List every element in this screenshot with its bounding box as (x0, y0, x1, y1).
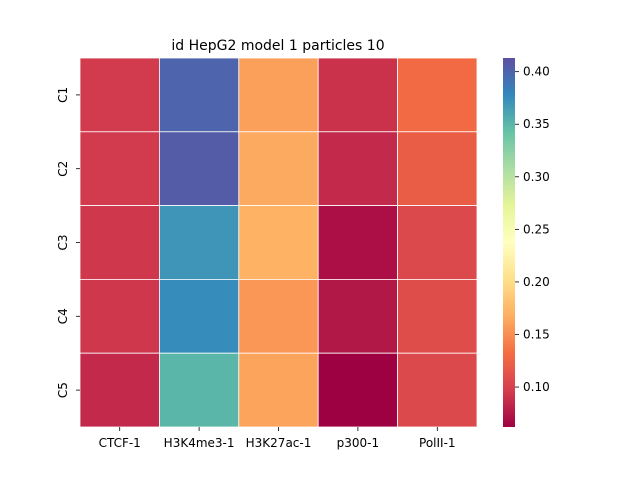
heatmap-cell (397, 352, 478, 428)
x-tick-label: PolII-1 (419, 436, 456, 450)
colorbar-tick-label: 0.35 (523, 117, 550, 131)
heatmap-cells (79, 57, 478, 428)
heatmap-cell (158, 57, 240, 133)
colorbar: 0.10 0.15 0.20 0.25 0.30 0.35 0.40 (503, 58, 550, 427)
colorbar-tick-label: 0.20 (523, 275, 550, 289)
heatmap-cell (317, 352, 399, 428)
x-axis-ticks: CTCF-1 H3K4me3-1 H3K27ac-1 p300-1 PolII-1 (99, 427, 456, 450)
heatmap-cell (158, 352, 240, 428)
y-tick-label: C4 (56, 308, 70, 324)
colorbar-tick-label: 0.40 (523, 65, 550, 79)
heatmap-cell (158, 205, 240, 280)
heatmap-cell (397, 205, 478, 280)
x-tick-label: H3K27ac-1 (246, 436, 312, 450)
y-axis-ticks: C1 C2 C3 C4 C5 (56, 87, 80, 398)
colorbar-tick-label: 0.10 (523, 380, 550, 394)
x-tick-label: p300-1 (337, 436, 380, 450)
colorbar-tick-label: 0.15 (523, 327, 550, 341)
heatmap-cell (79, 131, 160, 207)
chart-title: id HepG2 model 1 particles 10 (171, 38, 384, 54)
heatmap-cell (238, 278, 319, 354)
heatmap-cell (317, 57, 399, 133)
heatmap-cell (158, 131, 240, 207)
x-tick-label: CTCF-1 (99, 436, 141, 450)
heatmap-cell (158, 278, 240, 354)
heatmap-cell (317, 205, 399, 280)
y-tick-label: C5 (56, 382, 70, 398)
heatmap-cell (79, 57, 160, 133)
heatmap-cell (79, 278, 160, 354)
heatmap-cell (238, 57, 319, 133)
heatmap-cell (397, 278, 478, 354)
colorbar-gradient (503, 58, 515, 427)
heatmap-cell (317, 278, 399, 354)
colorbar-tick-label: 0.25 (523, 222, 550, 236)
heatmap-cell (79, 352, 160, 428)
y-tick-label: C3 (56, 234, 70, 250)
heatmap-cell (238, 205, 319, 280)
heatmap-cell (238, 352, 319, 428)
heatmap-cell (317, 131, 399, 207)
heatmap-cell (79, 205, 160, 280)
x-tick-label: H3K4me3-1 (164, 436, 235, 450)
y-tick-label: C1 (56, 87, 70, 103)
heatmap-cell (397, 131, 478, 207)
y-tick-label: C2 (56, 161, 70, 177)
heatmap-cell (397, 57, 478, 133)
colorbar-tick-label: 0.30 (523, 170, 550, 184)
heatmap-cell (238, 131, 319, 207)
